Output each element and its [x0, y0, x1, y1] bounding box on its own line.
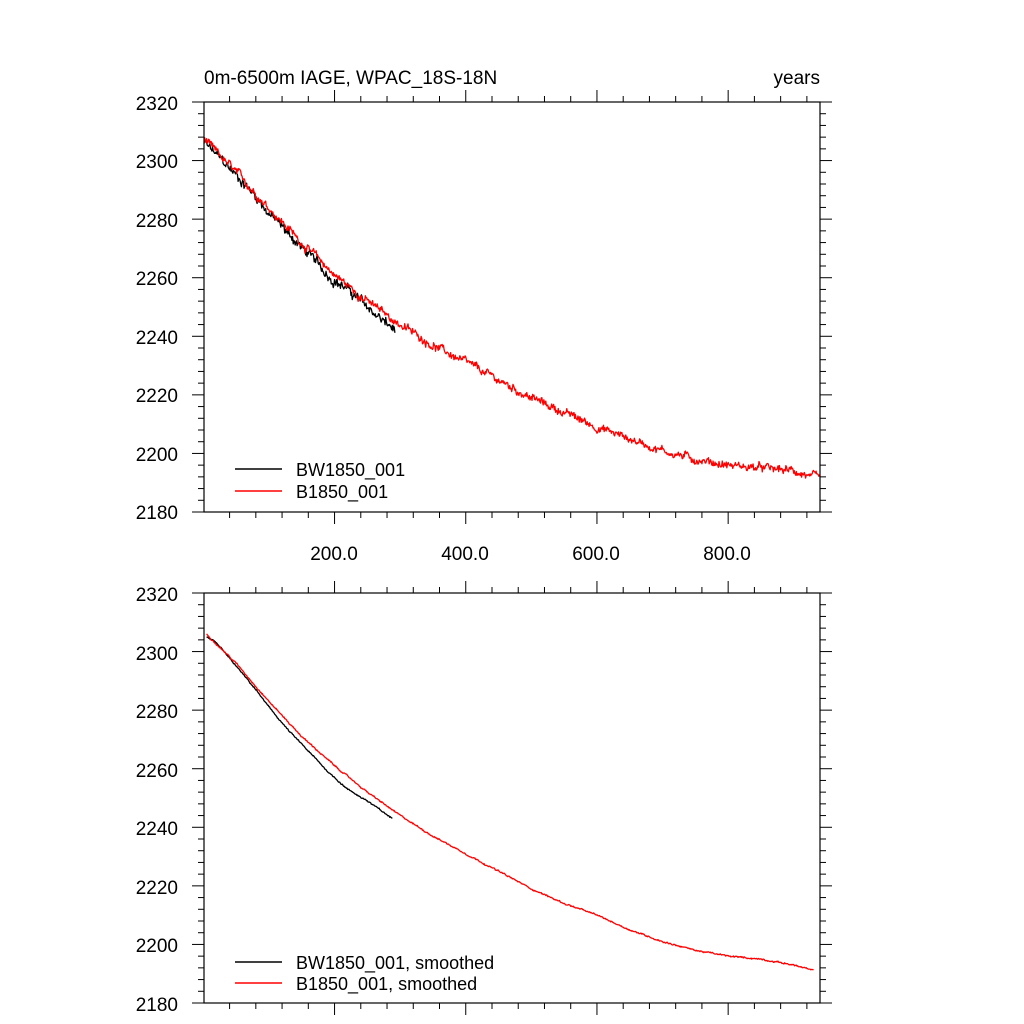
y-tick-label: 2300 [136, 152, 178, 173]
legend-label-bw1850: BW1850_001 [296, 460, 405, 481]
bottom-panel: 2180 2200 2220 2240 2260 2280 2300 2320 … [136, 581, 832, 1016]
x-tick-label: 600.0 [572, 544, 620, 565]
x-tick-labels: 200.0 400.0 600.0 800.0 [310, 544, 751, 565]
title-left: 0m-6500m IAGE, WPAC_18S-18N [204, 68, 497, 89]
y-tick-label: 2220 [136, 386, 178, 407]
y-tick-label: 2220 [136, 878, 178, 899]
y-tick-label: 2280 [136, 702, 178, 723]
x-tick-label: 400.0 [441, 544, 489, 565]
x-tick-label: 200.0 [310, 544, 358, 565]
legend: BW1850_001 B1850_001 [235, 460, 405, 503]
series-line-bw1850-001-smoothed [206, 636, 393, 819]
y-tick-label: 2320 [136, 94, 178, 115]
title-right: years [774, 68, 820, 89]
top-panel: 0m-6500m IAGE, WPAC_18S-18N years 2180 2… [136, 68, 832, 565]
y-tick-label: 2320 [136, 585, 178, 606]
y-tick-label: 2200 [136, 445, 178, 466]
legend-label-b1850: B1850_001 [296, 482, 388, 503]
y-tick-label: 2240 [136, 328, 178, 349]
y-tick-label: 2260 [136, 269, 178, 290]
y-tick-labels: 2180 2200 2220 2240 2260 2280 2300 2320 [136, 585, 178, 1016]
legend-label-b1850-smoothed: B1850_001, smoothed [296, 974, 477, 995]
y-tick-label: 2180 [136, 503, 178, 524]
series-line-b1850-001 [203, 136, 821, 479]
x-tick-label: 800.0 [703, 544, 751, 565]
y-tick-label: 2180 [136, 995, 178, 1016]
y-tick-label: 2300 [136, 644, 178, 665]
y-tick-label: 2240 [136, 819, 178, 840]
y-tick-labels: 2180 2200 2220 2240 2260 2280 2300 2320 [136, 94, 178, 524]
series-line-b1850-001-smoothed [206, 633, 814, 971]
y-tick-label: 2200 [136, 936, 178, 957]
y-tick-label: 2280 [136, 211, 178, 232]
plot-frame [203, 101, 821, 513]
legend-label-bw1850-smoothed: BW1850_001, smoothed [296, 953, 494, 974]
legend: BW1850_001, smoothed B1850_001, smoothed [235, 953, 494, 995]
y-tick-label: 2260 [136, 761, 178, 782]
plot-frame [203, 592, 821, 1004]
